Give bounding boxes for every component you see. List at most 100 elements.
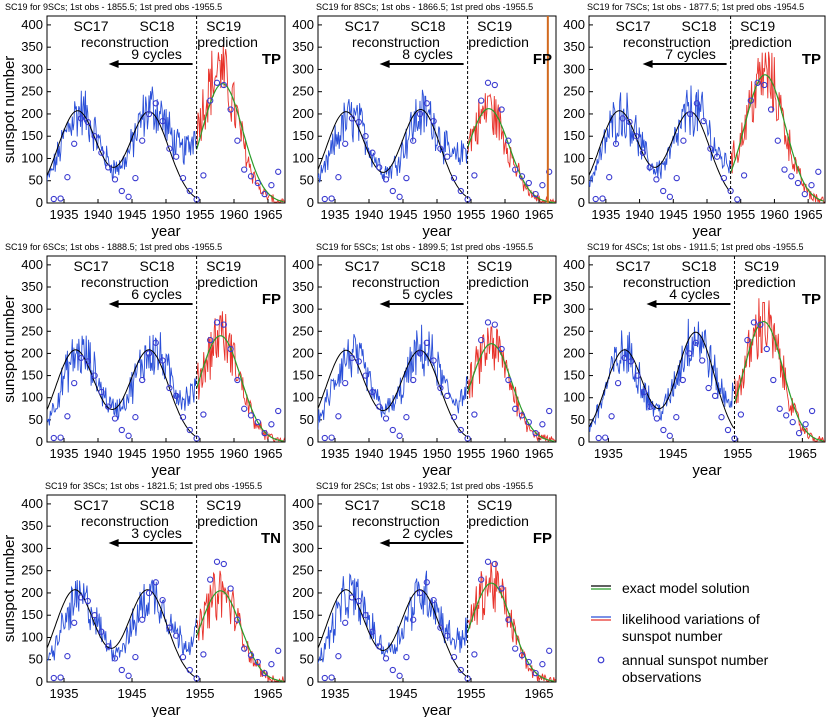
- observation-marker: [241, 645, 248, 652]
- label-reconstruction: reconstruction: [623, 34, 711, 50]
- x-tick-label: 1935: [50, 686, 79, 701]
- observation-marker: [423, 100, 430, 107]
- observation-marker: [234, 137, 241, 144]
- observation-marker: [761, 81, 768, 89]
- y-tick-label: 250: [292, 323, 314, 338]
- y-tick-label: 250: [21, 84, 43, 99]
- y-tick-label: 250: [21, 563, 43, 578]
- observation-marker: [118, 666, 125, 674]
- observation-marker: [660, 187, 667, 195]
- observation-marker: [57, 674, 64, 681]
- label-sc17: SC17: [73, 18, 108, 34]
- cycles-label: 3 cycles: [131, 525, 182, 541]
- observation-marker: [268, 182, 275, 189]
- observation-marker: [71, 140, 78, 147]
- observation-marker: [653, 415, 661, 422]
- observation-marker: [491, 81, 498, 89]
- observation-marker: [539, 182, 546, 189]
- observation-marker: [213, 79, 221, 86]
- x-tick-label: 1955: [457, 686, 486, 701]
- panel-title: SC19 for 3SCs; 1st obs - 1821.5; 1st pre…: [45, 481, 262, 491]
- y-tick-label: 350: [563, 39, 585, 54]
- legend-label-line2: sunspot number: [622, 628, 723, 644]
- observation-marker: [348, 354, 356, 362]
- observation-marker: [754, 79, 761, 86]
- cycles-arrow-head: [108, 60, 119, 68]
- observation-marker: [132, 414, 139, 421]
- observation-marker: [98, 628, 105, 635]
- plot-area: [318, 558, 556, 682]
- observation-marker: [457, 187, 464, 195]
- observation-marker: [801, 190, 808, 198]
- observation-marker: [757, 321, 764, 328]
- label-sc17: SC17: [615, 258, 650, 274]
- observation-marker: [410, 616, 417, 623]
- observation-marker: [186, 187, 193, 195]
- legend-label: annual sunspot number: [622, 652, 769, 668]
- observation-marker: [227, 585, 234, 592]
- model-reconstruction-line: [47, 349, 196, 437]
- observation-marker: [159, 357, 166, 364]
- model-prediction-line: [196, 335, 284, 442]
- y-tick-label: 100: [563, 150, 585, 165]
- observation-marker: [518, 412, 526, 419]
- observation-marker: [179, 653, 187, 661]
- x-tick-label: 1945: [118, 686, 147, 701]
- panel-5: SC19 for 5SCs; 1st obs - 1899.5; 1st pre…: [292, 242, 557, 479]
- observation-marker: [484, 319, 492, 326]
- y-tick-label: 300: [563, 301, 585, 316]
- y-tick-label: 300: [292, 540, 314, 555]
- x-axis-title: year: [422, 223, 451, 240]
- observation-marker: [795, 429, 803, 437]
- observation-marker: [139, 616, 146, 623]
- y-axis-title: sunspot number: [1, 295, 18, 403]
- observation-marker: [639, 149, 647, 156]
- model-prediction-line: [467, 108, 555, 203]
- x-axis-title: year: [151, 223, 180, 240]
- y-tick-label: 100: [292, 390, 314, 405]
- observation-marker: [139, 376, 146, 384]
- cycles-arrow-head: [642, 60, 653, 68]
- y-tick-label: 400: [563, 17, 585, 32]
- model-reconstruction-line: [318, 109, 467, 197]
- observation-marker: [125, 672, 132, 679]
- observation-marker: [686, 350, 693, 357]
- y-tick-label: 350: [292, 39, 314, 54]
- observation-marker: [342, 619, 349, 626]
- label-sc17: SC17: [344, 497, 379, 513]
- label-sc18: SC18: [139, 258, 174, 274]
- y-tick-label: 0: [578, 434, 585, 449]
- label-reconstruction: reconstruction: [81, 513, 169, 529]
- y-tick-label: 100: [21, 629, 43, 644]
- observation-marker: [450, 174, 458, 182]
- result-tag: FP: [533, 530, 552, 547]
- result-tag: TP: [262, 51, 281, 68]
- y-tick-label: 0: [307, 674, 314, 689]
- observation-marker: [369, 628, 376, 635]
- observation-marker: [179, 174, 187, 182]
- plot-area: [318, 319, 556, 442]
- y-tick-label: 250: [292, 84, 314, 99]
- likelihood-reconstruction-line: [318, 570, 468, 664]
- y-tick-label: 100: [21, 390, 43, 405]
- observation-marker: [335, 174, 342, 181]
- observation-marker: [680, 137, 687, 144]
- observation-marker: [275, 168, 282, 175]
- x-tick-label: 1955: [186, 446, 215, 461]
- label-sc17: SC17: [344, 258, 379, 274]
- observation-marker: [525, 179, 532, 187]
- label-sc17: SC17: [615, 18, 650, 34]
- observation-marker: [145, 350, 153, 357]
- observation-marker: [763, 345, 770, 353]
- observation-marker: [498, 106, 505, 113]
- panel-1: SC19 for 9SCs; 1st obs - 1855.5; 1st pre…: [1, 2, 286, 240]
- cycles-label: 7 cycles: [665, 46, 716, 62]
- x-tick-label: 1965: [794, 207, 823, 222]
- observation-marker: [64, 174, 71, 181]
- y-tick-label: 200: [21, 345, 43, 360]
- observation-marker: [57, 434, 64, 441]
- y-tick-label: 0: [307, 195, 314, 210]
- x-axis-title: year: [422, 702, 451, 717]
- observation-marker: [348, 115, 356, 122]
- y-tick-label: 150: [292, 128, 314, 143]
